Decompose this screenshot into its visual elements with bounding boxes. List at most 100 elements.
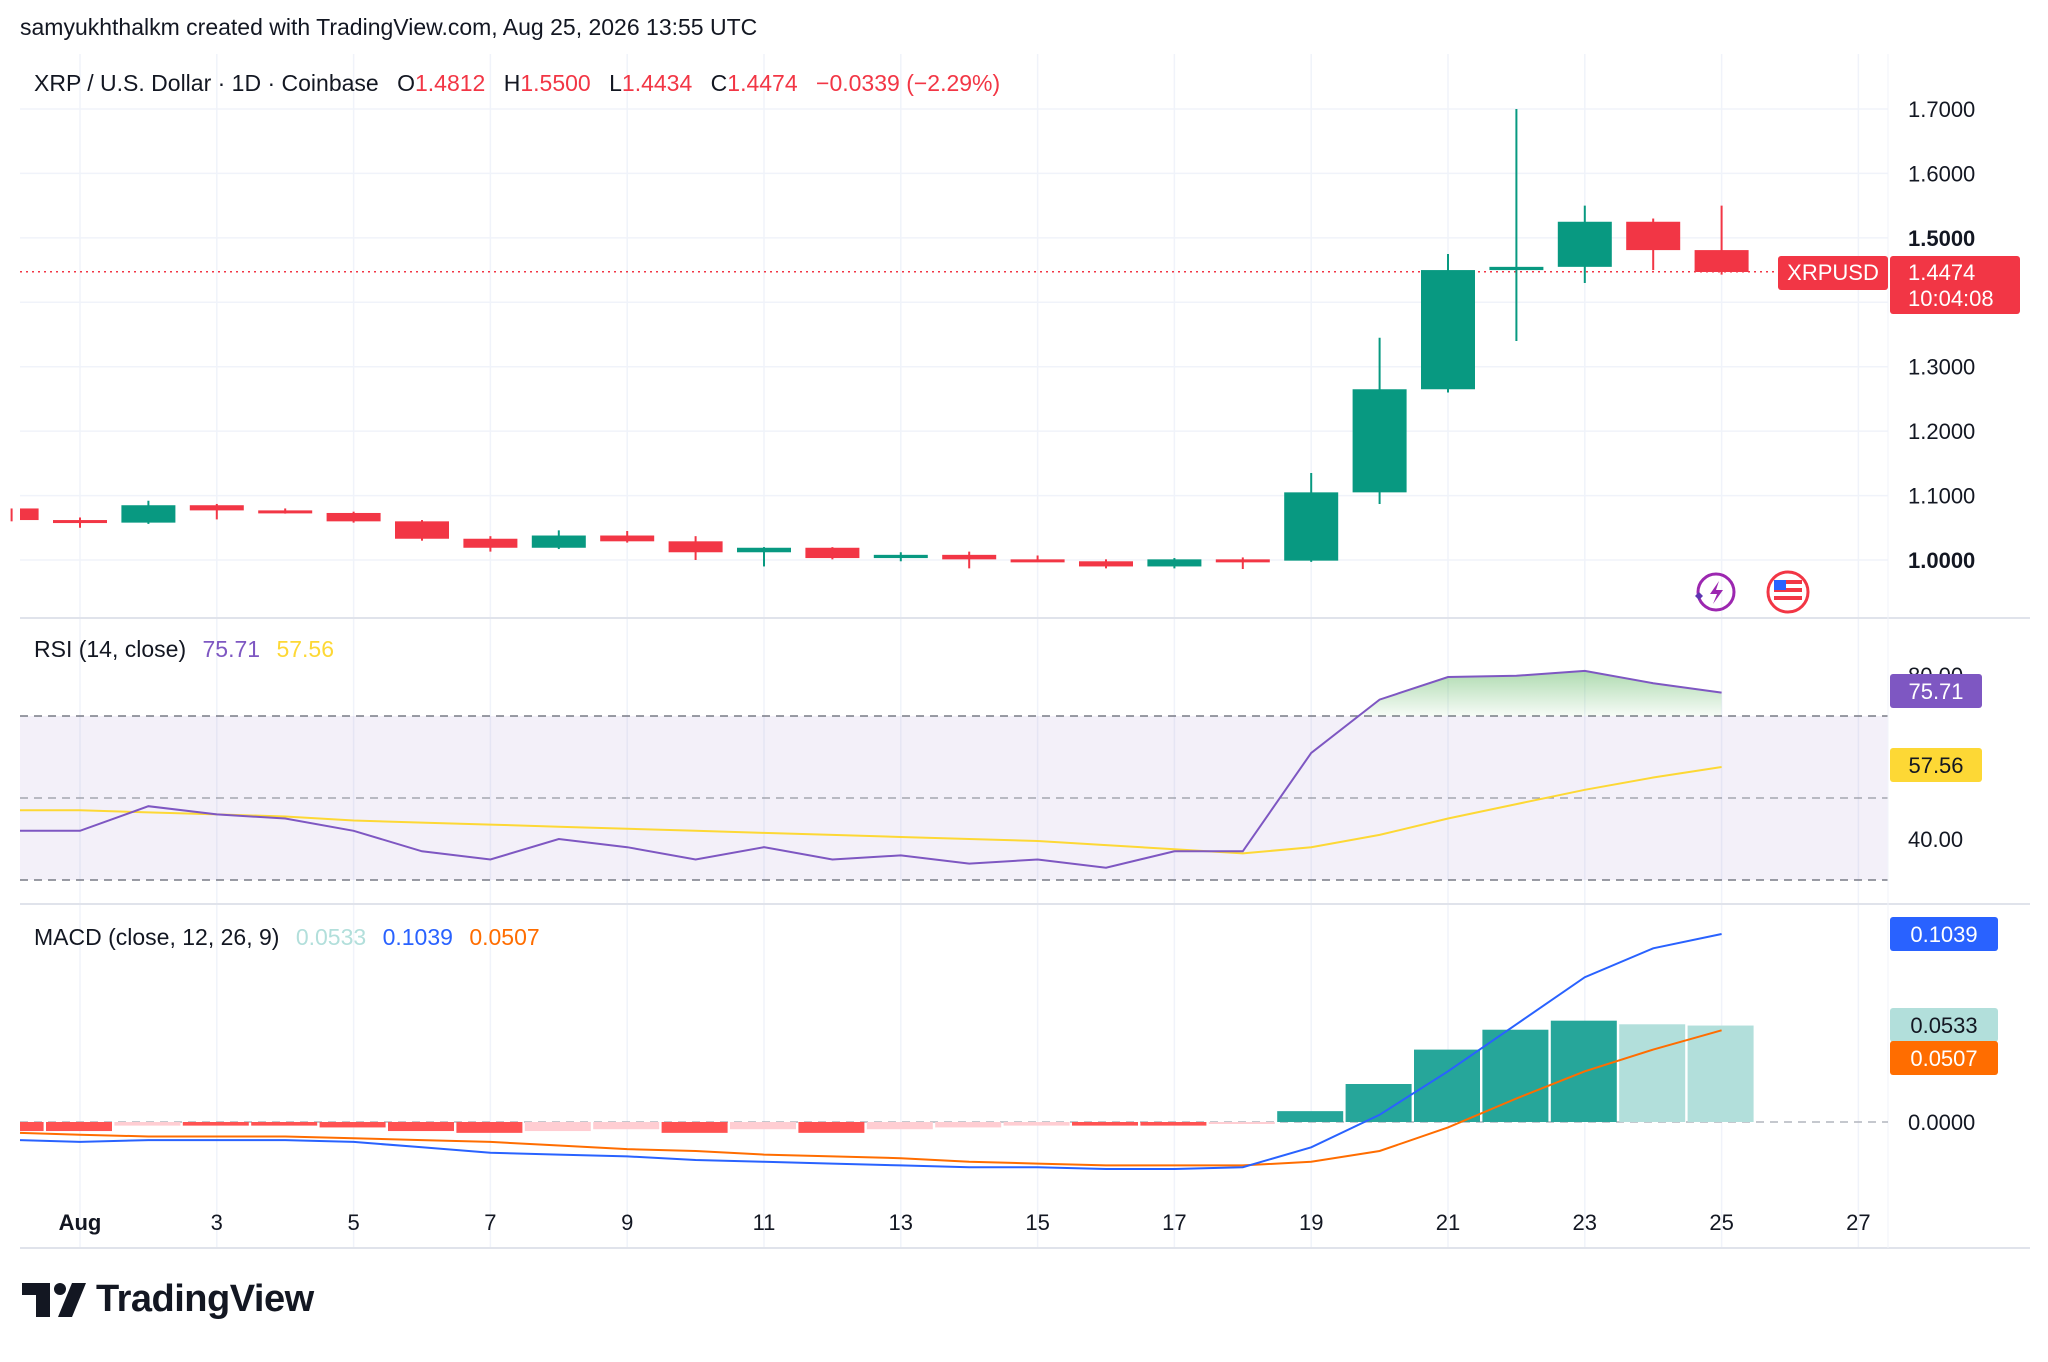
macd-signal-badge-text: 0.0507 (1910, 1046, 1977, 1071)
rsi-header: RSI (14, close) 75.71 57.56 (34, 636, 334, 662)
macd-hist-bar (935, 1122, 1002, 1128)
open-label: O (397, 70, 415, 96)
candle-body (1215, 559, 1270, 563)
candle[interactable] (600, 531, 655, 543)
price-badge-bg (1890, 256, 2020, 314)
candle-body (20, 508, 39, 521)
candle[interactable] (737, 547, 791, 567)
candle-body (805, 547, 860, 559)
symbol-badge-bg (1778, 256, 1888, 290)
macd-hist-bar (1619, 1024, 1686, 1122)
candle-body (463, 538, 518, 548)
candle[interactable] (1557, 205, 1612, 283)
time-axis-tick: 21 (1436, 1210, 1460, 1235)
candle-body (1147, 559, 1202, 567)
macd-signal-value: 0.0507 (469, 924, 539, 950)
macd-hist-bar (1208, 1122, 1275, 1124)
candle[interactable] (942, 551, 997, 569)
brand-name: TradingView (96, 1278, 314, 1320)
macd-hist-bar (1140, 1122, 1207, 1126)
price-axis-tick: 1.3000 (1908, 355, 1975, 380)
price-axis-tick: 1.7000 (1908, 97, 1975, 122)
tradingview-logo[interactable]: TradingView (22, 1278, 314, 1321)
candle-body (1489, 266, 1544, 271)
candle[interactable] (873, 552, 928, 562)
candle[interactable] (1215, 557, 1270, 570)
grid-lines (20, 54, 1888, 1248)
macd-hist-value: 0.0533 (296, 924, 366, 950)
macd-line (19, 933, 1722, 1170)
price-axis-tick: 1.6000 (1908, 161, 1975, 186)
candle[interactable] (1010, 555, 1065, 563)
candle[interactable] (10, 508, 39, 522)
high-value: 1.5500 (520, 70, 590, 96)
low-label: L (609, 70, 622, 96)
high-label: H (504, 70, 521, 96)
candle[interactable] (1147, 558, 1202, 569)
candle-body (873, 554, 928, 559)
time-axis-tick: 5 (347, 1210, 359, 1235)
candle[interactable] (1079, 559, 1133, 569)
candle-body (1010, 559, 1065, 563)
rsi-overbought-area (1358, 670, 1722, 716)
candle[interactable] (53, 517, 107, 528)
candle[interactable] (326, 511, 381, 523)
price-axis-tick: 1.2000 (1908, 419, 1975, 444)
symbol-label: XRP / U.S. Dollar · 1D · Coinbase (34, 70, 379, 96)
rsi-ma-value: 57.56 (276, 636, 334, 662)
candle-body (1079, 561, 1133, 567)
candle-body (1421, 270, 1475, 390)
candle-body (1626, 221, 1681, 251)
macd-hist-bar (1072, 1122, 1138, 1126)
macd-hist-bar (1277, 1111, 1344, 1122)
rsi-ma-badge-text: 57.56 (1908, 753, 1963, 778)
macd-hist-bar (20, 1122, 44, 1132)
macd-badge-bg (1890, 917, 1998, 951)
rsi-value: 75.71 (203, 636, 261, 662)
candle[interactable] (1626, 218, 1681, 271)
macd-hist-bar (251, 1122, 318, 1126)
macd-hist-bar (182, 1122, 249, 1126)
close-label: C (711, 70, 728, 96)
open-value: 1.4812 (415, 70, 485, 96)
macd-histogram (20, 1020, 1754, 1133)
macd-hist-bar (319, 1122, 386, 1128)
rsi-axis-tick: 40.00 (1908, 827, 1963, 852)
candle[interactable] (668, 536, 723, 560)
candle[interactable] (1489, 109, 1544, 341)
lightning-event-icon[interactable] (1695, 572, 1736, 612)
candle[interactable] (1284, 473, 1339, 562)
candle[interactable] (463, 536, 518, 552)
price-badge-price: 1.4474 (1908, 260, 1975, 285)
candle-body (121, 505, 176, 523)
candle[interactable] (189, 503, 244, 520)
macd-hist-badge-text: 0.0533 (1910, 1013, 1977, 1038)
price-axis-tick: 1.0000 (1908, 548, 1975, 573)
candle[interactable] (258, 508, 313, 514)
candle[interactable] (1694, 205, 1749, 275)
low-value: 1.4434 (622, 70, 693, 96)
macd-axis-tick: 0.0000 (1908, 1110, 1975, 1135)
candle[interactable] (531, 530, 586, 550)
candle[interactable] (395, 520, 449, 541)
macd-hist-bar (1687, 1025, 1754, 1122)
symbol-badge-text: XRPUSD (1787, 260, 1879, 285)
price-badge: XRPUSD 1.4474 10:04:08 (1778, 256, 2020, 314)
macd-hist-bar (1003, 1122, 1070, 1126)
candle-body (1284, 492, 1339, 561)
candle[interactable] (121, 500, 176, 524)
candle[interactable] (805, 547, 860, 560)
macd-header: MACD (close, 12, 26, 9) 0.0533 0.1039 0.… (34, 924, 540, 950)
us-flag-event-icon[interactable] (1766, 570, 1810, 614)
candles (10, 109, 1749, 570)
candle[interactable] (1421, 253, 1475, 393)
macd-hist-bar (456, 1122, 523, 1133)
macd-signal-badge-bg (1890, 1041, 1998, 1075)
candle[interactable] (1352, 337, 1407, 504)
rsi-ma-badge-bg (1890, 748, 1982, 782)
candle-body (1557, 221, 1612, 267)
macd-badge-text: 0.1039 (1910, 922, 1977, 947)
rsi-badge-text: 75.71 (1908, 679, 1963, 704)
rsi-label: RSI (14, close) (34, 636, 186, 662)
